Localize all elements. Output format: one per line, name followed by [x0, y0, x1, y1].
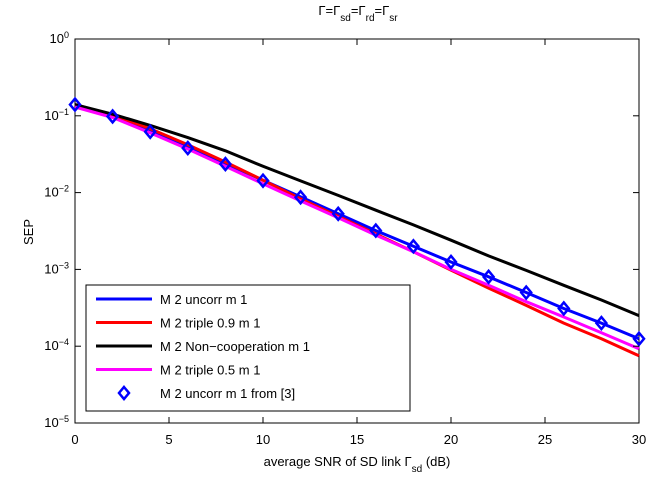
y-tick-exponent: −3 — [59, 260, 69, 270]
y-tick-base: 10 — [44, 338, 58, 353]
series-2 — [74, 103, 640, 317]
data-point-marker — [181, 140, 195, 157]
label-text: =Γ — [351, 3, 366, 18]
y-tick-exponent: −4 — [59, 337, 69, 347]
y-tick-label: 10−2 — [44, 184, 69, 200]
y-tick-exponent: −5 — [59, 414, 69, 424]
x-tick-label: 0 — [71, 432, 78, 447]
label-text: (dB) — [422, 454, 450, 469]
data-point-marker — [481, 268, 496, 285]
legend-label: M 2 Non−cooperation m 1 — [160, 339, 310, 354]
y-tick-label: 10−4 — [44, 337, 69, 353]
subscript-text: sd — [412, 464, 423, 475]
subscript-text: sd — [340, 13, 351, 24]
series-4 — [68, 96, 646, 347]
legend-item: M 2 uncorr m 1 from [3] — [117, 385, 295, 401]
legend: M 2 uncorr m 1 M 2 triple 0.9 m 1 M 2 Non−… — [85, 284, 411, 412]
legend-box — [85, 284, 411, 412]
y-tick-exponent: −2 — [59, 184, 69, 194]
legend-item: M 2 uncorr m 1 — [96, 292, 247, 307]
x-tick-label: 10 — [256, 432, 270, 447]
data-point-marker — [68, 96, 82, 113]
y-tick-label: 10−3 — [44, 260, 69, 276]
data-point-marker — [105, 108, 120, 125]
legend-label: M 2 uncorr m 1 from [3] — [160, 386, 295, 401]
x-tick-label: 30 — [632, 432, 646, 447]
y-tick-base: 10 — [50, 31, 64, 46]
x-tick-label: 5 — [165, 432, 172, 447]
data-point-marker — [369, 222, 383, 239]
x-axis-label: average SNR of SD link Γsd (dB) — [264, 454, 451, 475]
y-tick-base: 10 — [44, 108, 58, 123]
x-tick-label: 25 — [538, 432, 552, 447]
data-point-marker — [594, 315, 609, 332]
data-point-marker — [293, 189, 308, 206]
legend-label: M 2 triple 0.5 m 1 — [160, 363, 260, 378]
legend-item: M 2 triple 0.9 m 1 — [96, 316, 260, 331]
series-line — [74, 103, 640, 317]
data-point-marker — [557, 300, 571, 317]
y-tick-base: 10 — [44, 185, 58, 200]
data-point-marker — [331, 205, 345, 222]
y-tick-label: 100 — [50, 30, 69, 46]
subscript-text: sr — [389, 13, 398, 24]
y-tick-exponent: 0 — [64, 30, 69, 40]
y-tick-exponent: −1 — [59, 107, 69, 117]
y-axis-label: SEP — [21, 219, 36, 245]
legend-item: M 2 Non−cooperation m 1 — [96, 339, 310, 354]
legend-item: M 2 triple 0.5 m 1 — [96, 363, 260, 378]
x-tick-label: 20 — [444, 432, 458, 447]
data-point-marker — [218, 156, 233, 173]
y-tick-base: 10 — [44, 261, 58, 276]
series-layer — [68, 96, 646, 358]
y-tick-label: 10−1 — [44, 107, 69, 123]
series-3 — [74, 105, 640, 351]
chart-title: Γ=Γsd=Γrd=Γsr — [318, 3, 398, 24]
data-point-marker — [444, 254, 458, 270]
label-text: Γ=Γ — [318, 3, 340, 18]
legend-label: M 2 triple 0.9 m 1 — [160, 316, 260, 331]
series-line — [74, 105, 640, 351]
legend-marker — [117, 385, 131, 401]
data-point-marker — [406, 238, 421, 255]
x-tick-label: 15 — [350, 432, 364, 447]
data-point-marker — [256, 172, 270, 189]
data-point-marker — [519, 284, 533, 301]
data-point-marker — [632, 330, 646, 347]
label-text: =Γ — [375, 3, 390, 18]
y-tick-label: 10−5 — [44, 414, 69, 430]
y-tick-base: 10 — [44, 415, 58, 430]
subscript-text: rd — [366, 13, 375, 24]
label-text: average SNR of SD link Γ — [264, 454, 412, 469]
legend-label: M 2 uncorr m 1 — [160, 292, 247, 307]
data-point-marker — [143, 123, 157, 140]
